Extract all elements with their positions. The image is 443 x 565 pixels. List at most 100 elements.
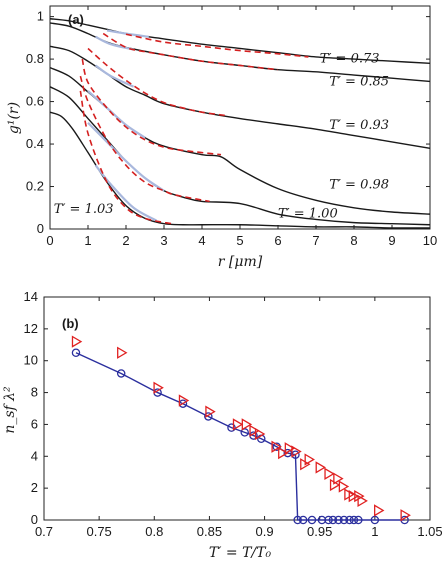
b-triangle-point bbox=[348, 489, 360, 503]
b-xtick-label: 0.95 bbox=[307, 524, 332, 539]
b-triangle-point bbox=[71, 335, 83, 348]
b-triangle-point bbox=[291, 445, 302, 458]
b-circle-point bbox=[71, 348, 81, 357]
b-triangle-point bbox=[338, 480, 350, 493]
b-triangle-point bbox=[400, 509, 411, 522]
b-circle-point bbox=[116, 369, 126, 378]
b-triangle-point bbox=[333, 472, 344, 485]
b-triangle-point bbox=[249, 424, 260, 437]
b-xtick-label: 0.9 bbox=[256, 524, 274, 539]
a-reference-curve-2 bbox=[95, 35, 134, 51]
a-xtick-label: 5 bbox=[236, 233, 243, 248]
a-fit-dashed-3 bbox=[87, 47, 225, 117]
b-ytick-label: 14 bbox=[24, 289, 38, 304]
a-series-line-5 bbox=[49, 86, 431, 226]
a-reference-curve-6 bbox=[94, 164, 157, 222]
b-ytick-label: 0 bbox=[31, 512, 38, 527]
b-ytick-label: 4 bbox=[31, 448, 38, 463]
b-ytick-label: 12 bbox=[24, 321, 38, 336]
a-annotation-4: T′ = 0.98 bbox=[329, 178, 389, 193]
b-ytick-label: 8 bbox=[31, 385, 38, 400]
a-fit-dashed-2 bbox=[102, 32, 279, 71]
a-xtick-label: 4 bbox=[198, 233, 205, 248]
a-annotation-3: T′ = 0.93 bbox=[329, 118, 389, 133]
b-triangle-point bbox=[178, 394, 190, 407]
b-triangle-point bbox=[153, 381, 164, 394]
a-ytick-label: 0.2 bbox=[26, 179, 44, 194]
a-xtick-label: 8 bbox=[350, 233, 357, 248]
b-xtick-label: 0.75 bbox=[86, 524, 111, 539]
a-xtick-label: 10 bbox=[423, 233, 437, 248]
b-triangle-point bbox=[315, 461, 326, 474]
b-ytick-label: 10 bbox=[24, 353, 38, 368]
a-fit-dashed-6 bbox=[79, 90, 172, 225]
b-xtick-label: 0.8 bbox=[145, 524, 163, 539]
b-circle-point bbox=[298, 515, 308, 525]
panel-a: (a) r [μm] g¹(r) 0 1 2 3 4 5 6 7 8 9 10 0 0.2 0.4 0.6 0… bbox=[6, 5, 437, 270]
a-reference-curve-5 bbox=[87, 122, 165, 192]
b-triangle-point bbox=[357, 494, 368, 508]
a-fit-dashed-4 bbox=[81, 58, 222, 156]
b-xtick-label: 0.7 bbox=[35, 524, 53, 539]
b-circle-point bbox=[328, 515, 338, 525]
b-ytick-label: 6 bbox=[31, 416, 38, 431]
a-xtick-label: 6 bbox=[274, 233, 281, 248]
b-triangle-point bbox=[232, 418, 244, 431]
a-xtick-label: 9 bbox=[388, 233, 395, 248]
a-ytick-label: 0.6 bbox=[26, 94, 44, 109]
b-circle-point bbox=[307, 515, 317, 525]
b-triangle-point bbox=[271, 440, 282, 453]
a-xtick-label: 3 bbox=[160, 233, 167, 248]
b-triangle-point bbox=[241, 418, 253, 431]
b-circle-point bbox=[354, 515, 363, 525]
panel-a-label: (a) bbox=[68, 12, 84, 27]
b-circle-point bbox=[349, 515, 359, 525]
panel-b-frame bbox=[43, 296, 431, 521]
a-ytick-label: 1 bbox=[37, 9, 44, 24]
panel-b: (b) T′ = T/T₀ n_sf λ² 0.7 0.75 0.8 0.85 0.9 0… bbox=[2, 289, 443, 561]
b-circle-point bbox=[370, 515, 380, 525]
a-reference-curve-1 bbox=[106, 29, 149, 38]
a-annotation-1: T′ = 0.73 bbox=[320, 51, 380, 66]
a-xtick-label: 2 bbox=[122, 233, 129, 248]
b-series-line-circles bbox=[75, 352, 405, 521]
b-circle-point bbox=[293, 515, 302, 525]
a-fit-dashed-5 bbox=[79, 75, 210, 203]
b-triangle-point bbox=[304, 453, 315, 466]
panel-a-xlabel: r [μm] bbox=[218, 254, 263, 270]
a-ytick-label: 0 bbox=[37, 221, 44, 236]
b-circle-point bbox=[227, 423, 236, 432]
panel-b-xlabel: T′ = T/T₀ bbox=[209, 545, 272, 561]
b-triangle-point bbox=[117, 346, 128, 359]
a-xtick-label: 7 bbox=[312, 233, 319, 248]
a-xtick-label: 0 bbox=[46, 233, 53, 248]
b-circle-point bbox=[339, 515, 349, 525]
a-reference-curve-3 bbox=[94, 64, 135, 88]
b-circle-point bbox=[334, 515, 343, 525]
b-circle-point bbox=[324, 515, 333, 525]
a-annotation-5: T′ = 1.00 bbox=[278, 206, 338, 221]
b-triangle-point bbox=[254, 427, 266, 441]
a-xtick-label: 1 bbox=[84, 233, 91, 248]
b-circle-point bbox=[240, 428, 249, 437]
panel-a-ylabel: g¹(r) bbox=[6, 102, 22, 134]
b-xtick-label: 1 bbox=[371, 524, 378, 539]
a-ytick-label: 0.8 bbox=[26, 51, 44, 66]
b-triangle-point bbox=[278, 446, 289, 460]
b-xtick-label: 1.05 bbox=[417, 524, 442, 539]
b-triangle-point bbox=[205, 405, 216, 418]
a-series-line-6 bbox=[49, 111, 431, 229]
panel-b-label: (b) bbox=[62, 316, 79, 331]
a-ytick-label: 0.4 bbox=[26, 136, 44, 151]
b-triangle-point bbox=[374, 504, 385, 517]
b-circle-point bbox=[345, 515, 354, 525]
b-xtick-label: 0.85 bbox=[197, 524, 222, 539]
a-fit-dashed-1 bbox=[125, 33, 309, 58]
b-triangle-point bbox=[354, 489, 365, 503]
b-triangle-point bbox=[324, 467, 335, 480]
a-annotation-2: T′ = 0.85 bbox=[329, 75, 389, 90]
b-ytick-label: 2 bbox=[31, 480, 38, 495]
panel-b-ylabel: n_sf λ² bbox=[2, 386, 18, 434]
a-series-line-1 bbox=[49, 18, 431, 65]
